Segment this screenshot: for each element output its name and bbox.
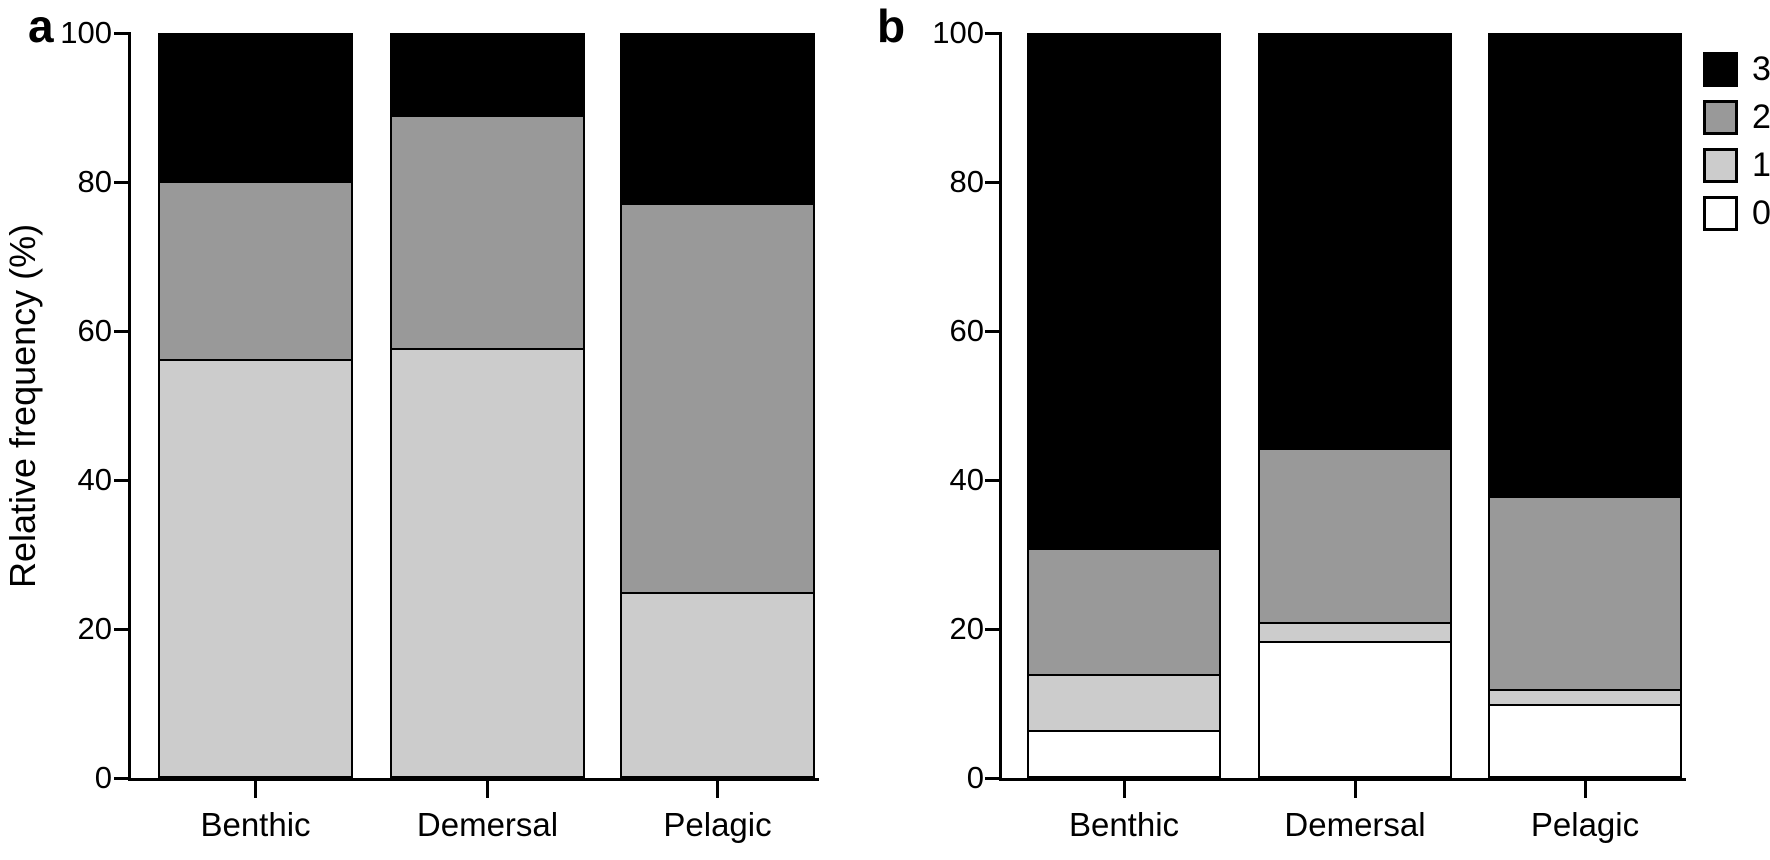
- bar-pelagic-segment-2: [1490, 498, 1680, 691]
- bar-demersal: [1258, 33, 1452, 778]
- legend-label: 1: [1752, 146, 1770, 184]
- y-tick-mark: [985, 628, 999, 631]
- y-tick-mark: [114, 777, 128, 780]
- y-tick-label: 80: [77, 164, 112, 199]
- bar-benthic-segment-3: [160, 35, 351, 184]
- legend-item-0: 0: [1703, 196, 1770, 231]
- x-tick-label-pelagic: Pelagic: [1530, 806, 1640, 843]
- bar-demersal-segment-2: [392, 116, 583, 350]
- legend-label: 0: [1752, 194, 1770, 232]
- bar-demersal-segment-2: [1260, 449, 1450, 625]
- bar-benthic: [1027, 33, 1221, 778]
- y-axis-line: [128, 32, 131, 781]
- y-tick-label: 40: [949, 462, 984, 497]
- legend-item-1: 1: [1703, 148, 1770, 183]
- x-tick-mark: [1353, 781, 1357, 798]
- bar-demersal-segment-3: [1260, 35, 1450, 450]
- bar-pelagic-segment-3: [1490, 35, 1680, 499]
- x-tick-mark: [486, 781, 489, 798]
- x-axis-line: [999, 778, 1686, 781]
- legend-item-2: 2: [1703, 100, 1770, 135]
- y-tick-label: 0: [966, 760, 984, 795]
- bar-benthic-segment-1: [1029, 675, 1219, 732]
- legend-swatch-1: [1703, 148, 1738, 183]
- bar-benthic-segment-3: [1029, 35, 1219, 550]
- bar-demersal-segment-1: [1260, 624, 1450, 643]
- x-axis-line: [128, 778, 819, 781]
- y-tick-mark: [985, 32, 999, 35]
- x-tick-label-demersal: Demersal: [1284, 806, 1426, 843]
- legend-label: 3: [1752, 50, 1770, 88]
- legend-swatch-2: [1703, 100, 1738, 135]
- y-tick-label: 20: [77, 611, 112, 646]
- y-tick-mark: [985, 479, 999, 482]
- x-tick-mark: [1122, 781, 1126, 798]
- legend-swatch-0: [1703, 196, 1738, 231]
- bar-pelagic-segment-0: [1490, 705, 1680, 776]
- bar-benthic-segment-2: [1029, 549, 1219, 676]
- legend-swatch-3: [1703, 52, 1738, 87]
- x-tick-mark: [1583, 781, 1587, 798]
- bar-benthic-segment-2: [160, 183, 351, 362]
- y-tick-mark: [114, 330, 128, 333]
- bar-pelagic-segment-1: [1490, 690, 1680, 706]
- legend-label: 2: [1752, 98, 1770, 136]
- y-tick-mark: [985, 330, 999, 333]
- x-tick-label-benthic: Benthic: [1068, 806, 1180, 843]
- y-tick-label: 60: [949, 313, 984, 348]
- bar-pelagic-segment-3: [622, 35, 813, 206]
- y-tick-mark: [114, 628, 128, 631]
- y-axis-line: [999, 32, 1002, 781]
- y-tick-label: 20: [949, 611, 984, 646]
- y-tick-label: 40: [77, 462, 112, 497]
- y-tick-mark: [985, 777, 999, 780]
- bar-demersal-segment-0: [1260, 642, 1450, 776]
- legend-item-3: 3: [1703, 52, 1770, 87]
- y-axis-title: Relative frequency (%): [2, 223, 43, 589]
- x-tick-label-pelagic: Pelagic: [663, 806, 772, 843]
- y-tick-label: 100: [60, 15, 112, 50]
- bar-pelagic-segment-2: [622, 205, 813, 595]
- x-tick-mark: [716, 781, 719, 798]
- bar-demersal-segment-1: [392, 349, 583, 776]
- panel-label-b: b: [877, 0, 906, 52]
- y-tick-mark: [114, 32, 128, 35]
- bar-pelagic: [620, 33, 815, 778]
- bar-pelagic: [1488, 33, 1682, 778]
- bar-pelagic-segment-1: [622, 594, 813, 776]
- bar-demersal-segment-3: [392, 35, 583, 117]
- bar-demersal: [390, 33, 585, 778]
- bar-benthic-segment-1: [160, 361, 351, 776]
- y-tick-label: 80: [949, 164, 984, 199]
- y-tick-mark: [114, 181, 128, 184]
- y-tick-mark: [985, 181, 999, 184]
- x-tick-label-demersal: Demersal: [416, 806, 559, 843]
- bar-benthic: [158, 33, 353, 778]
- panel-label-a: a: [28, 0, 54, 52]
- x-tick-mark: [254, 781, 257, 798]
- x-tick-label-benthic: Benthic: [200, 806, 311, 843]
- y-tick-label: 0: [94, 760, 112, 795]
- y-tick-mark: [114, 479, 128, 482]
- y-tick-label: 60: [77, 313, 112, 348]
- bar-benthic-segment-0: [1029, 731, 1219, 776]
- y-tick-label: 100: [932, 15, 984, 50]
